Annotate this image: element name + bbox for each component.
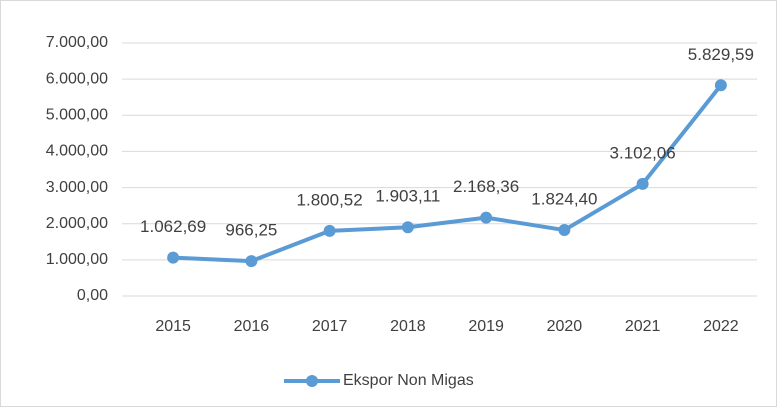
- data-label: 5.829,59: [688, 45, 754, 64]
- data-point: [323, 224, 336, 237]
- x-tick-label: 2015: [155, 318, 191, 335]
- data-point: [167, 251, 180, 264]
- y-tick-label: 7.000,00: [46, 34, 108, 51]
- y-tick-label: 6.000,00: [46, 70, 108, 87]
- x-tick-label: 2020: [547, 318, 583, 335]
- y-tick-label: 2.000,00: [46, 215, 108, 232]
- data-label: 3.102,06: [610, 143, 676, 162]
- data-point: [558, 224, 571, 237]
- data-label: 1.062,69: [140, 217, 206, 236]
- x-tick-label: 2022: [703, 318, 739, 335]
- x-tick-label: 2019: [468, 318, 504, 335]
- data-point: [480, 211, 493, 224]
- legend-label: Ekspor Non Migas: [343, 372, 474, 389]
- x-tick-label: 2021: [625, 318, 661, 335]
- y-tick-label: 1.000,00: [46, 251, 108, 268]
- data-point: [714, 79, 727, 92]
- data-point: [245, 255, 258, 268]
- data-point: [401, 221, 414, 234]
- y-tick-label: 0,00: [77, 287, 108, 304]
- data-label: 966,25: [225, 221, 277, 240]
- x-tick-label: 2018: [390, 318, 426, 335]
- x-tick-label: 2016: [234, 318, 270, 335]
- legend-marker: [306, 375, 318, 387]
- data-label: 1.824,40: [531, 190, 597, 209]
- x-tick-label: 2017: [312, 318, 348, 335]
- data-point: [636, 177, 649, 190]
- data-label: 1.800,52: [297, 190, 363, 209]
- data-label: 1.903,11: [375, 187, 440, 206]
- y-tick-label: 3.000,00: [46, 179, 108, 196]
- data-label: 2.168,36: [453, 177, 519, 196]
- y-tick-label: 5.000,00: [46, 107, 108, 124]
- series-line: [171, 83, 723, 264]
- y-tick-label: 4.000,00: [46, 143, 108, 160]
